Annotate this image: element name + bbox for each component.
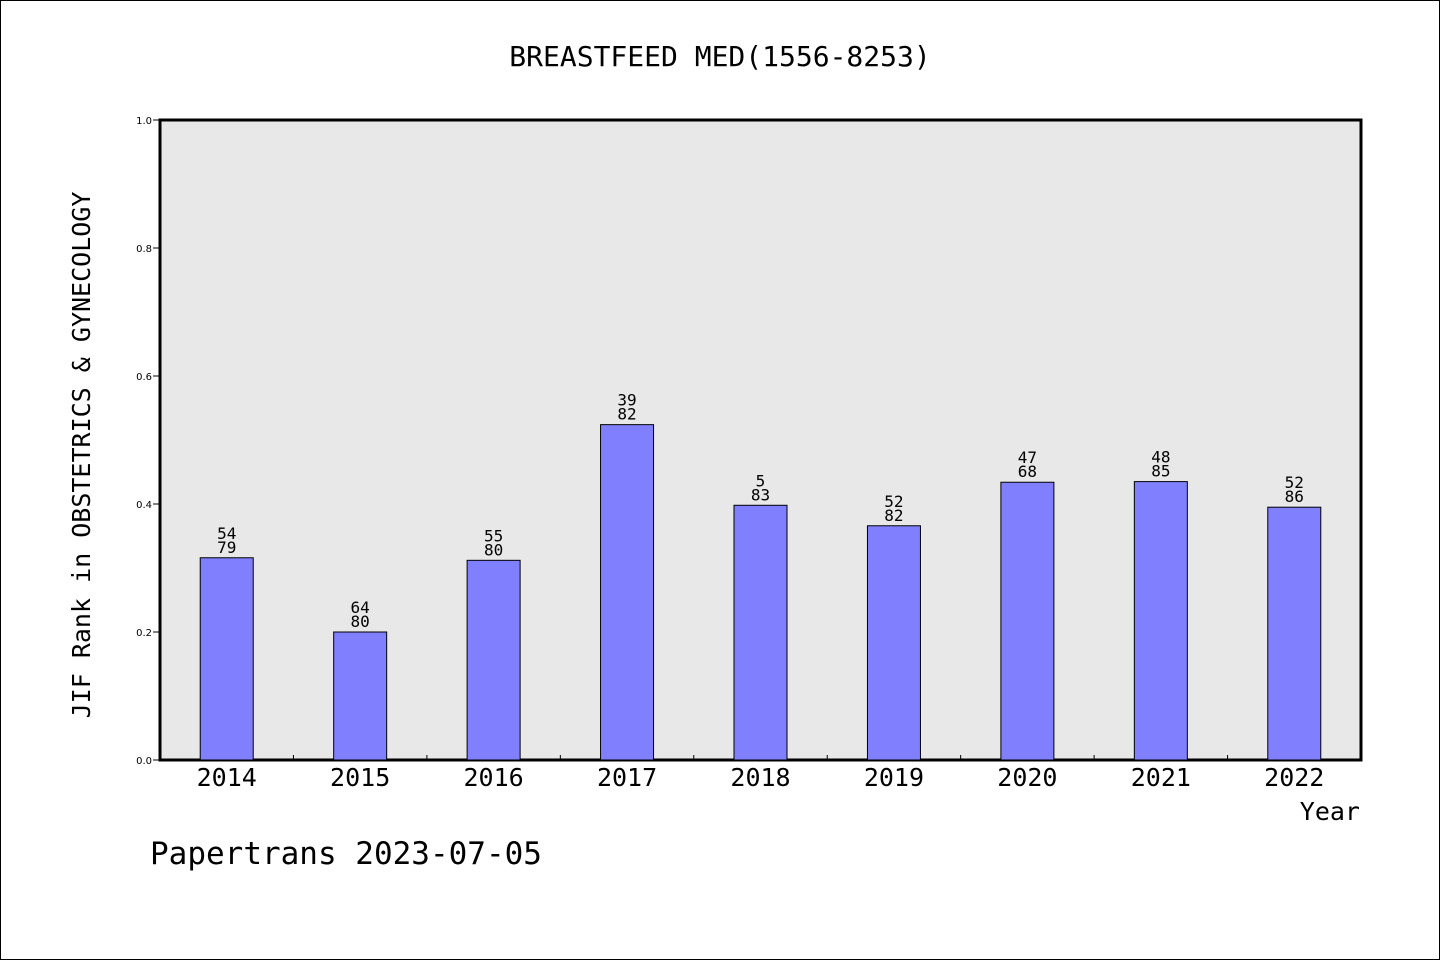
bar-total-label: 68 xyxy=(1018,462,1037,481)
x-axis: 2014 2015 2016 2017 2018 2019 2020 2021 2022 xyxy=(197,755,1324,792)
bar-rank-label: 47 xyxy=(1018,448,1037,467)
bar-2021 xyxy=(1133,481,1188,761)
bar-rank-label: 48 xyxy=(1151,448,1170,467)
bar-total-label: 86 xyxy=(1285,487,1304,506)
bar-total-label: 83 xyxy=(751,485,770,504)
x-tick-label: 2021 xyxy=(1131,763,1191,792)
y-axis-label: JIF Rank in OBSTETRICS & GYNECOLOGY xyxy=(67,192,96,719)
y-axis: 0.0 0.2 0.4 0.6 0.8 1.0 xyxy=(136,116,160,767)
y-tick-label: 0.4 xyxy=(136,500,152,511)
x-tick-label: 2019 xyxy=(864,763,924,792)
bar-2016 xyxy=(466,559,521,761)
bar-2015 xyxy=(333,631,388,761)
chart-title: BREASTFEED MED(1556-8253) xyxy=(509,40,930,73)
bar-total-label: 82 xyxy=(884,506,903,525)
y-tick-label: 0.0 xyxy=(136,756,152,767)
bar-total-label: 82 xyxy=(617,405,636,424)
x-tick-label: 2016 xyxy=(464,763,524,792)
bar-total-label: 80 xyxy=(351,612,370,631)
bar-2022 xyxy=(1267,506,1322,761)
x-tick-label: 2015 xyxy=(330,763,390,792)
bar-2019 xyxy=(866,525,921,761)
bar-2020 xyxy=(1000,481,1055,761)
bar-2014 xyxy=(199,557,254,761)
bar-total-label: 79 xyxy=(217,538,236,557)
y-tick-label: 1.0 xyxy=(136,116,152,127)
bar-rank-label: 55 xyxy=(484,526,503,545)
x-tick-label: 2022 xyxy=(1264,763,1324,792)
bar-rank-label: 39 xyxy=(617,391,636,410)
bar-2018 xyxy=(733,504,788,761)
x-tick-label: 2017 xyxy=(597,763,657,792)
bar-total-label: 85 xyxy=(1151,462,1170,481)
watermark-text: Papertrans 2023-07-05 xyxy=(150,836,542,872)
y-tick-label: 0.8 xyxy=(136,244,152,255)
bar-rank-label: 52 xyxy=(1285,473,1304,492)
bar-rank-label: 54 xyxy=(217,524,236,543)
bar-rank-label: 52 xyxy=(884,492,903,511)
x-tick-label: 2020 xyxy=(997,763,1057,792)
y-tick-label: 0.6 xyxy=(136,372,152,383)
x-axis-label: Year xyxy=(1300,797,1360,826)
x-tick-label: 2018 xyxy=(730,763,790,792)
x-tick-label: 2014 xyxy=(197,763,257,792)
bar-rank-label: 64 xyxy=(351,598,370,617)
bar-total-label: 80 xyxy=(484,540,503,559)
bar-rank-label: 5 xyxy=(756,471,766,490)
y-tick-label: 0.2 xyxy=(136,628,152,639)
bar-2017 xyxy=(600,424,655,761)
